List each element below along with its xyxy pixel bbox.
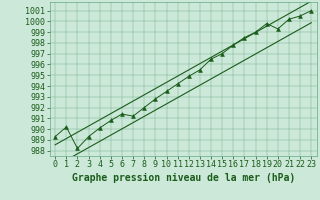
X-axis label: Graphe pression niveau de la mer (hPa): Graphe pression niveau de la mer (hPa) — [72, 173, 295, 183]
